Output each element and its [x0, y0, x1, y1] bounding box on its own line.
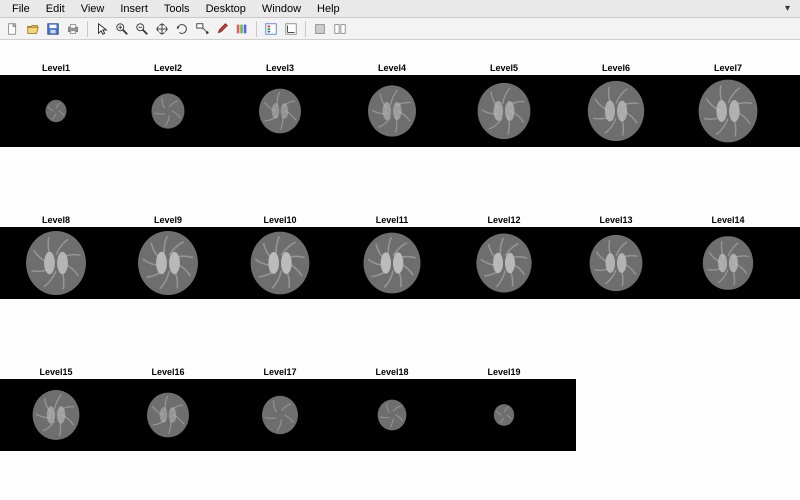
- zoom-in-icon[interactable]: [113, 20, 131, 38]
- print-icon[interactable]: [64, 20, 82, 38]
- brain-slice: [362, 231, 422, 295]
- brain-slice: [26, 79, 86, 143]
- menu-tools[interactable]: Tools: [156, 1, 198, 17]
- figure-canvas: Level1 Level2 Level3 Level4 Level5 Level…: [0, 40, 800, 500]
- toolbar-separator: [87, 21, 88, 37]
- menu-help[interactable]: Help: [309, 1, 348, 17]
- menu-insert[interactable]: Insert: [112, 1, 156, 17]
- slice-label: Level6: [574, 63, 658, 73]
- brain-slice: [250, 79, 310, 143]
- colorbar-icon[interactable]: [233, 20, 251, 38]
- brain-slice: [26, 231, 86, 295]
- slice-label: Level1: [14, 63, 98, 73]
- data-cursor-icon[interactable]: [193, 20, 211, 38]
- slice-label: Level14: [686, 215, 770, 225]
- pointer-icon[interactable]: [93, 20, 111, 38]
- brain-slice: [138, 383, 198, 447]
- brain-slice: [586, 231, 646, 295]
- brain-slice: [250, 383, 310, 447]
- brain-slice: [138, 79, 198, 143]
- menu-bar: File Edit View Insert Tools Desktop Wind…: [0, 0, 800, 18]
- brush-icon[interactable]: [213, 20, 231, 38]
- brain-slice: [698, 79, 758, 143]
- brain-slice: [698, 231, 758, 295]
- open-file-icon[interactable]: [24, 20, 42, 38]
- menu-view[interactable]: View: [73, 1, 113, 17]
- slice-label: Level16: [126, 367, 210, 377]
- slice-label: Level7: [686, 63, 770, 73]
- slice-label: Level17: [238, 367, 322, 377]
- slice-label: Level12: [462, 215, 546, 225]
- slice-label: Level15: [14, 367, 98, 377]
- brain-slice: [138, 231, 198, 295]
- brain-slice: [362, 79, 422, 143]
- slice-label: Level10: [238, 215, 322, 225]
- insert-legend-icon[interactable]: [262, 20, 280, 38]
- show-plot-tools-icon[interactable]: [331, 20, 349, 38]
- slice-label: Level3: [238, 63, 322, 73]
- pan-icon[interactable]: [153, 20, 171, 38]
- slice-label: Level9: [126, 215, 210, 225]
- toolbar: [0, 18, 800, 40]
- slice-label: Level2: [126, 63, 210, 73]
- brain-slice: [362, 383, 422, 447]
- slice-label: Level19: [462, 367, 546, 377]
- hide-plot-tools-icon[interactable]: [311, 20, 329, 38]
- brain-slice: [474, 383, 534, 447]
- menu-window[interactable]: Window: [254, 1, 309, 17]
- save-icon[interactable]: [44, 20, 62, 38]
- brain-slice: [474, 231, 534, 295]
- brain-slice: [26, 383, 86, 447]
- slice-label: Level8: [14, 215, 98, 225]
- brain-slice: [586, 79, 646, 143]
- brain-slice: [474, 79, 534, 143]
- toolbar-separator: [256, 21, 257, 37]
- slice-label: Level5: [462, 63, 546, 73]
- slice-label: Level18: [350, 367, 434, 377]
- menu-desktop[interactable]: Desktop: [198, 1, 254, 17]
- zoom-out-icon[interactable]: [133, 20, 151, 38]
- menu-file[interactable]: File: [4, 1, 38, 17]
- slice-label: Level13: [574, 215, 658, 225]
- brain-slice: [250, 231, 310, 295]
- new-file-icon[interactable]: [4, 20, 22, 38]
- insert-axes-icon[interactable]: [282, 20, 300, 38]
- menu-edit[interactable]: Edit: [38, 1, 73, 17]
- menu-overflow-icon[interactable]: ▾: [779, 3, 796, 14]
- toolbar-separator: [305, 21, 306, 37]
- slice-label: Level11: [350, 215, 434, 225]
- rotate-icon[interactable]: [173, 20, 191, 38]
- slice-label: Level4: [350, 63, 434, 73]
